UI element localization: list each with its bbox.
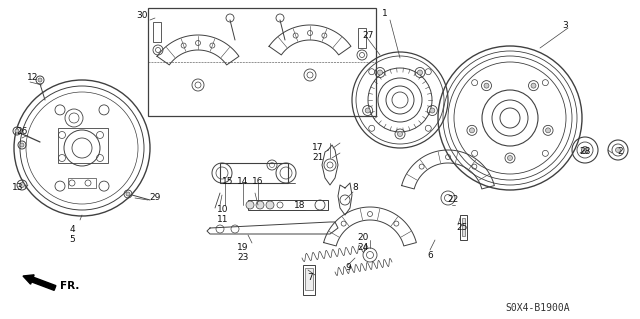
Circle shape <box>38 78 42 82</box>
Bar <box>58 128 108 163</box>
Text: 5: 5 <box>69 235 75 244</box>
Text: 22: 22 <box>447 196 459 204</box>
Circle shape <box>256 201 264 209</box>
Circle shape <box>266 201 274 209</box>
Circle shape <box>470 128 474 133</box>
Text: 23: 23 <box>237 254 249 263</box>
Circle shape <box>484 83 489 88</box>
Text: 6: 6 <box>427 250 433 259</box>
Text: 4: 4 <box>69 226 75 234</box>
Text: 14: 14 <box>237 177 249 187</box>
Text: 7: 7 <box>307 273 313 283</box>
Circle shape <box>20 143 24 147</box>
Circle shape <box>126 192 130 196</box>
Text: S0X4-B1900A: S0X4-B1900A <box>506 303 570 313</box>
Bar <box>462 218 465 236</box>
Text: 11: 11 <box>217 216 228 225</box>
Text: 3: 3 <box>562 20 568 29</box>
Text: 26: 26 <box>16 128 28 137</box>
FancyArrow shape <box>23 275 56 290</box>
Text: 10: 10 <box>217 205 228 214</box>
Text: 17: 17 <box>312 144 324 152</box>
Text: FR.: FR. <box>60 281 79 291</box>
Circle shape <box>378 70 383 75</box>
Text: 15: 15 <box>222 177 234 187</box>
Bar <box>460 215 467 240</box>
Bar <box>358 28 366 48</box>
Text: 9: 9 <box>345 263 351 272</box>
Circle shape <box>545 128 550 133</box>
Text: 18: 18 <box>294 201 306 210</box>
Circle shape <box>397 131 403 137</box>
Text: 8: 8 <box>352 183 358 192</box>
Text: 24: 24 <box>357 243 369 253</box>
Bar <box>248 200 328 210</box>
Circle shape <box>508 155 513 160</box>
Text: 25: 25 <box>456 224 468 233</box>
Circle shape <box>582 146 589 153</box>
Circle shape <box>430 108 435 113</box>
Circle shape <box>19 182 24 188</box>
Circle shape <box>531 83 536 88</box>
Circle shape <box>15 129 19 133</box>
Text: 12: 12 <box>28 73 38 83</box>
Text: 27: 27 <box>362 31 374 40</box>
Text: 21: 21 <box>312 153 324 162</box>
Text: 1: 1 <box>382 9 388 18</box>
Text: 16: 16 <box>252 177 264 187</box>
Text: 13: 13 <box>12 183 24 192</box>
Circle shape <box>417 70 422 75</box>
Text: 2: 2 <box>617 147 623 157</box>
Bar <box>153 22 161 42</box>
Text: 28: 28 <box>579 147 591 157</box>
Bar <box>148 8 376 116</box>
Bar <box>305 268 313 290</box>
Bar <box>220 163 288 183</box>
Circle shape <box>246 201 254 209</box>
Text: 19: 19 <box>237 243 249 253</box>
Bar <box>303 265 315 295</box>
Text: 20: 20 <box>357 234 369 242</box>
Circle shape <box>616 147 621 152</box>
Circle shape <box>365 108 370 113</box>
Text: 30: 30 <box>136 11 148 19</box>
Text: 29: 29 <box>149 194 161 203</box>
Bar <box>68 178 96 188</box>
